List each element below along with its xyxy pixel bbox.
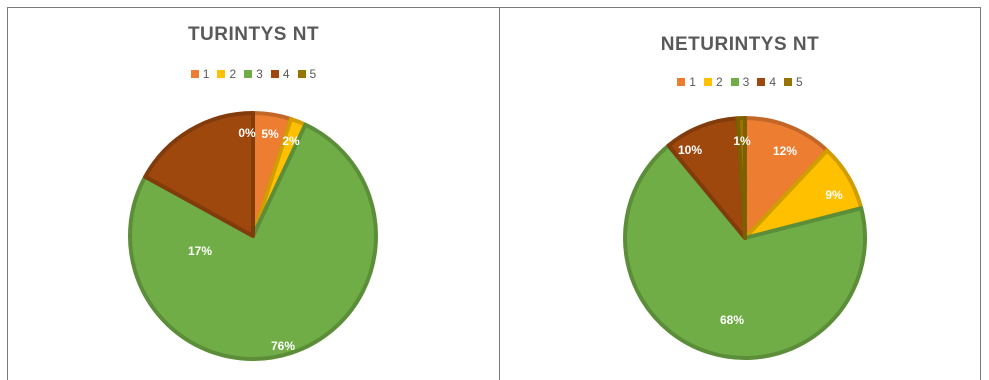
chart-title: TURINTYS NT (187, 24, 320, 45)
slice-data-label: 10% (678, 143, 702, 157)
pie-slice-5 (735, 116, 747, 240)
legend-item: 2 (217, 67, 236, 81)
legend-label: 2 (715, 75, 723, 89)
legend-item: 3 (244, 67, 263, 81)
legend-swatch (757, 78, 766, 86)
chart-panel-turintys: TURINTYS NT 1 2 3 4 5 5% 2% 76% 17% 0% (8, 8, 499, 380)
slice-data-label: 2% (282, 134, 300, 148)
chart-legend: 1 2 3 4 5 (500, 75, 980, 89)
legend-item: 5 (784, 75, 803, 89)
slice-data-label: 1% (733, 134, 751, 148)
slice-data-label: 9% (825, 188, 843, 202)
pie-chart-turintys: 5% 2% 76% 17% 0% (128, 111, 378, 361)
pie-slice-3 (623, 143, 867, 360)
legend-label: 4 (282, 67, 290, 81)
cell-divider (499, 7, 500, 380)
slice-data-label: 76% (271, 339, 295, 353)
slice-data-label: 12% (773, 144, 797, 158)
slice-data-label: 17% (188, 244, 212, 258)
chart-panel-neturintys: NETURINTYS NT 1 2 3 4 5 12% 9% 68% 10% 1% (500, 8, 980, 380)
legend-swatch (784, 78, 793, 86)
legend-item: 1 (190, 67, 210, 81)
pie-slice-4 (143, 111, 255, 238)
legend-label: 4 (769, 75, 777, 89)
legend-item: 4 (270, 67, 290, 81)
table-frame (7, 7, 981, 380)
legend-label: 2 (229, 67, 237, 81)
pie-slice-3 (128, 122, 378, 361)
chart-title: NETURINTYS NT (660, 34, 820, 55)
legend-swatch (703, 78, 712, 86)
legend-swatch (244, 70, 253, 78)
legend-label: 5 (796, 75, 803, 89)
slice-data-label: 68% (720, 313, 744, 327)
legend-swatch (677, 78, 686, 86)
legend-item: 5 (297, 67, 317, 81)
legend-label: 3 (742, 75, 750, 89)
legend-swatch (217, 70, 226, 78)
slice-data-label: 5% (261, 127, 279, 141)
legend-label: 3 (256, 67, 263, 81)
legend-label: 1 (202, 67, 210, 81)
legend-label: 1 (689, 75, 696, 89)
legend-item: 2 (703, 75, 723, 89)
slice-data-label: 0% (238, 126, 256, 140)
chart-legend: 1 2 3 4 5 (8, 67, 499, 81)
legend-swatch (297, 70, 306, 78)
pie-slice-1 (743, 116, 830, 240)
legend-item: 4 (757, 75, 776, 89)
legend-item: 3 (730, 75, 750, 89)
legend-swatch (190, 70, 199, 78)
legend-item: 1 (677, 75, 696, 89)
legend-label: 5 (309, 67, 317, 81)
pie-chart-neturintys: 12% 9% 68% 10% 1% (623, 116, 867, 360)
legend-swatch (270, 70, 279, 78)
legend-swatch (730, 78, 739, 86)
